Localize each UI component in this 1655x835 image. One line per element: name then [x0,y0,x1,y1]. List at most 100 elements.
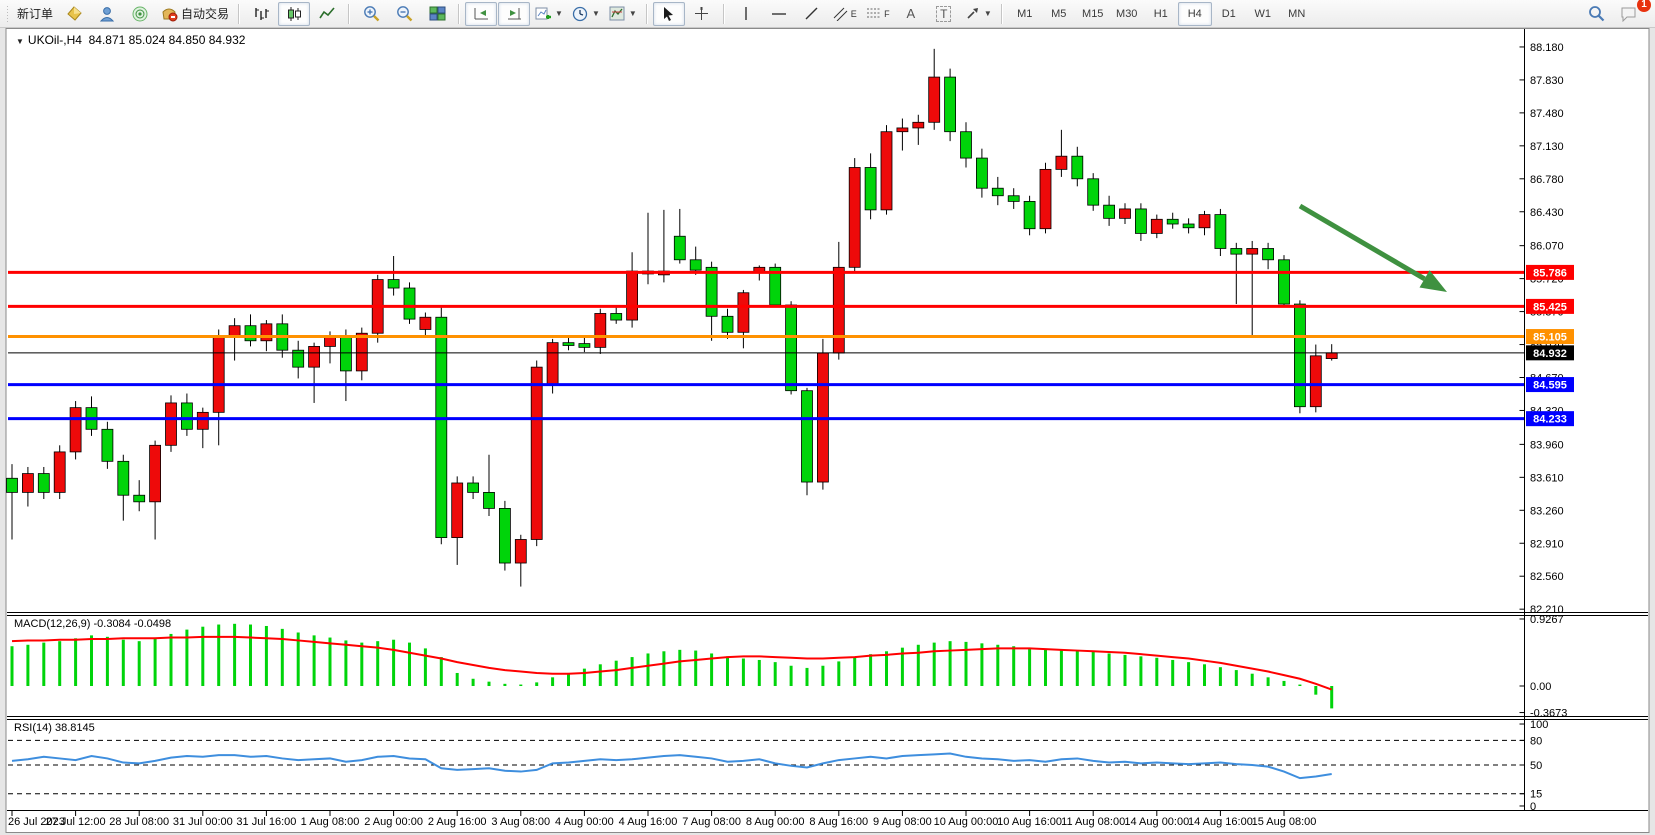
price-label-text: 85.105 [1533,332,1567,344]
candle-body [292,349,305,368]
candle-body [21,473,34,493]
price-line-label-84.595: 84.595 [1526,377,1574,393]
candle-body [467,482,480,493]
price-label-box [1526,411,1574,427]
rsi-tick-label: 80 [1530,735,1542,747]
time-tick-label: 28 Jul 08:00 [109,816,169,828]
auto-scroll-icon [473,6,490,21]
candle-body [1071,155,1084,180]
chevron-down-icon: ▼ [983,9,992,18]
new-chart-button[interactable]: ▼ [531,2,567,26]
candle-body [1262,248,1274,261]
new-order-button[interactable]: 新订单 [13,2,57,26]
candle-body [1230,248,1243,255]
chart-canvas[interactable]: 88.180 87.830 87.480 87.130 86.780 86.430 86.0… [0,28,1655,835]
candle-body [991,187,1004,197]
new-order-label: 新订单 [17,7,54,21]
candle-body [451,482,464,539]
candle-body [737,292,750,333]
timeframe-button-M30[interactable]: M30 [1116,7,1138,20]
candle-body [530,366,543,540]
zoom-out-button[interactable] [388,2,420,26]
cursor-button[interactable] [652,1,685,26]
horizontal-line-button[interactable] [763,2,795,26]
toolbar: 新订单 自动交易 [0,0,1655,28]
fibonacci-button[interactable]: F [862,2,894,26]
candle-body [53,451,66,493]
candle-body [1007,195,1020,202]
trendline-icon [804,6,819,21]
price-tick-label: 82.210 [1530,604,1564,616]
candle-body [880,131,893,211]
tile-windows-button[interactable] [421,2,453,26]
price-label-box [1526,345,1574,361]
chart-bars-button[interactable] [245,2,277,26]
timeframe-button-M5[interactable]: M5 [1051,7,1067,20]
template-button[interactable]: ▼ [605,2,641,26]
timeframe-button-H1[interactable]: H1 [1153,7,1168,20]
candle-body [260,323,273,342]
candle-body [1166,218,1179,225]
search-button[interactable] [1580,2,1612,26]
chart-window: 88.180 87.830 87.480 87.130 86.780 86.430 86.0… [0,28,1655,835]
price-tick-label: 88.180 [1530,42,1564,54]
channel-button[interactable]: E [829,2,861,26]
candle-body [483,491,495,509]
timeframe-button-M15[interactable]: M15 [1082,7,1104,20]
chart-candles-button[interactable] [278,1,311,26]
notifications-button[interactable]: 1 [1613,0,1651,26]
text-label-button[interactable]: T [928,2,960,26]
time-tick-label: 11 Aug 08:00 [1061,816,1125,828]
text-button[interactable]: A [895,2,927,26]
candle-body [149,444,162,503]
candle-body [626,270,638,321]
candle-body [339,336,352,372]
period-button[interactable]: ▼ [568,2,604,26]
price-line-label-85.425: 85.425 [1526,298,1574,314]
rsi-tick-label: 15 [1530,789,1542,801]
candle-body [308,346,321,368]
price-tick-label: 87.130 [1530,141,1564,153]
user-chart-button[interactable] [91,2,123,26]
timeframe-button-MN[interactable]: MN [1288,7,1306,20]
candle-body [196,411,209,430]
price-label-text: 85.425 [1533,301,1567,313]
price-label-box [1526,298,1574,314]
timeframe-button-H4[interactable]: H4 [1177,1,1212,26]
time-tick-label: 10 Aug 16:00 [997,816,1062,828]
timeframe-button-W1[interactable]: W1 [1254,7,1271,20]
chart-shift-icon [506,6,523,21]
candle-body [403,287,416,320]
candle-body [944,76,956,133]
price-tick-label: 82.560 [1530,571,1564,583]
auto-scroll-button[interactable] [465,1,498,26]
candle-body [435,316,448,539]
timeframe-button-M1[interactable]: M1 [1017,7,1033,20]
price-line-label-85.786: 85.786 [1526,264,1574,280]
annotation-arrow[interactable] [1298,203,1447,292]
chart-line-button[interactable] [311,2,343,26]
price-label-text: 84.233 [1533,414,1567,426]
broadcast-button[interactable] [124,2,156,26]
candle-body [514,539,527,564]
time-tick-label: 7 Aug 08:00 [682,816,741,828]
crosshair-button[interactable] [686,2,718,26]
candle-body [928,76,941,123]
trendline-button[interactable] [796,2,828,26]
candle-body [180,402,193,430]
gold-funnel-button[interactable] [58,2,90,26]
chart-shift-button[interactable] [498,1,531,26]
arrows-button[interactable]: ▼ [961,2,996,26]
candle-body [1182,223,1195,229]
timeframe-button-D1[interactable]: D1 [1221,7,1236,20]
zoom-in-button[interactable] [355,2,387,26]
time-tick-label: 1 Aug 08:00 [301,816,360,828]
vertical-line-button[interactable] [730,2,762,26]
horizontal-line-icon [771,9,787,19]
candle-body [6,477,18,493]
candle-body [498,508,511,564]
toolbar-grip [6,4,10,23]
autotrade-button[interactable]: 自动交易 [157,2,233,26]
text-label-letter: T [936,5,952,22]
time-tick-label: 31 Jul 00:00 [173,816,233,828]
